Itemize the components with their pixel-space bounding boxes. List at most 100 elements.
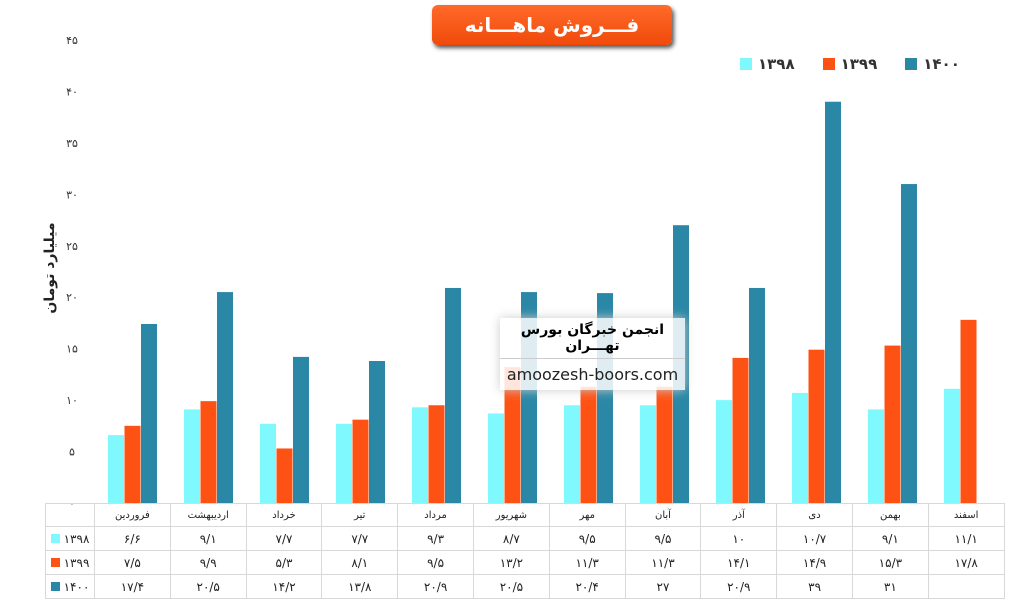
table-header-month: بهمن <box>851 503 929 527</box>
bar <box>749 287 765 503</box>
table-cell <box>927 574 1005 599</box>
table-cell: ۹/۳ <box>397 526 474 551</box>
chart-title: فـــروش ماهـــانه غـــالبر <box>432 5 672 77</box>
legend-swatch <box>822 58 835 70</box>
table-cell: ۷/۵ <box>94 550 171 575</box>
table-header-month: فروردین <box>94 503 171 527</box>
table-cell: ۹/۵ <box>397 550 474 575</box>
table-cell: ۱۱/۳ <box>548 550 626 575</box>
bar <box>217 292 233 503</box>
y-tick-label: ۱۰ <box>66 394 78 407</box>
legend-item: ۱۴۰۰ <box>905 55 960 73</box>
legend-swatch <box>50 581 60 591</box>
bar <box>808 349 825 503</box>
watermark-url: amoozesh-boors.com <box>506 365 679 384</box>
table-header-month: آذر <box>700 503 778 527</box>
table-cell: ۲۰/۹ <box>700 574 778 599</box>
table-series-label: ۱۳۹۸ <box>45 526 95 551</box>
table-cell: ۹/۵ <box>624 526 702 551</box>
bar <box>960 319 977 503</box>
y-tick-label: ۲۰ <box>66 291 78 304</box>
table-row: ۱۳۹۸ ۶/۶ ۹/۱ ۷/۷ ۷/۷ ۹/۳ ۸/۷ ۹/۵ ۹/۵ ۱۰ ۱۰/۷ ۹/۱ ۱۱/… <box>45 526 1005 551</box>
legend-swatch <box>905 58 918 70</box>
legend-label: ۱۴۰۰ <box>923 55 960 73</box>
bar <box>825 101 841 503</box>
table-cell: ۲۰/۹ <box>397 574 474 599</box>
table-cell: ۱۱/۳ <box>624 550 702 575</box>
y-tick-label: ۳۰ <box>66 188 78 201</box>
bar <box>868 409 884 503</box>
table-cell: ۷/۷ <box>245 526 323 551</box>
y-tick-label: ۲۵ <box>66 240 78 253</box>
table-row: ۱۳۹۹ ۷/۵ ۹/۹ ۵/۳ ۸/۱ ۹/۵ ۱۳/۲ ۱۱/۳ ۱۱/۳ ۱۴/۱ ۱۴/۹ ۱… <box>45 550 1005 575</box>
y-tick-label: ۴۰ <box>66 85 78 98</box>
table-cell: ۱۰ <box>700 526 778 551</box>
legend-item: ۱۳۹۸ <box>740 55 795 73</box>
table-cell: ۱۴/۱ <box>700 550 778 575</box>
bar <box>564 405 580 503</box>
table-cell: ۱۴/۹ <box>776 550 853 575</box>
bar <box>276 448 293 503</box>
data-table: فروردین اردیبهشت خرداد تیر مرداد شهریور مهر آبا… <box>45 503 1005 599</box>
bar <box>369 361 385 503</box>
bar <box>184 409 200 503</box>
table-cell: ۹/۱ <box>169 526 247 551</box>
table-cell: ۱۷/۸ <box>927 550 1005 575</box>
table-cell: ۵/۳ <box>245 550 323 575</box>
legend-item: ۱۳۹۹ <box>822 55 878 73</box>
table-cell: ۱۳/۲ <box>472 550 550 575</box>
bar <box>445 287 461 503</box>
bar <box>884 345 901 503</box>
bar <box>141 323 157 503</box>
bar <box>428 405 445 503</box>
table-cell: ۶/۶ <box>94 526 171 551</box>
legend-swatch <box>50 533 60 543</box>
bar <box>640 405 656 503</box>
table-cell: ۱۰/۷ <box>776 526 853 551</box>
table-cell: ۲۰/۴ <box>548 574 626 599</box>
watermark-title: انجمن خبرگان بورس تهـــران <box>500 318 685 359</box>
legend: ۱۳۹۸ ۱۳۹۹ ۱۴۰۰ <box>740 55 960 73</box>
table-header-month: دی <box>776 503 853 527</box>
table-corner <box>45 503 95 527</box>
table-cell: ۳۹ <box>776 574 853 599</box>
legend-swatch <box>50 557 60 567</box>
table-header-month: مهر <box>548 503 626 527</box>
table-cell: ۸/۱ <box>321 550 399 575</box>
bar <box>504 367 521 503</box>
bar <box>944 388 960 503</box>
table-cell: ۱۱/۱ <box>927 526 1005 551</box>
bar <box>260 423 276 503</box>
table-cell: ۹/۵ <box>548 526 626 551</box>
bar <box>732 357 749 503</box>
bar <box>580 386 597 503</box>
bar <box>293 356 309 503</box>
bar <box>901 184 917 504</box>
legend-label: ۱۳۹۸ <box>758 55 795 73</box>
table-cell: ۱۵/۳ <box>851 550 929 575</box>
table-row: ۱۴۰۰ ۱۷/۴ ۲۰/۵ ۱۴/۲ ۱۳/۸ ۲۰/۹ ۲۰/۵ ۲۰/۴ ۲۷ ۲۰/۹ ۳۹… <box>45 574 1005 599</box>
bar <box>488 413 504 503</box>
bar <box>108 435 124 503</box>
table-header-month: خرداد <box>245 503 323 527</box>
bar <box>792 392 808 503</box>
table-cell: ۷/۷ <box>321 526 399 551</box>
bar <box>124 425 141 503</box>
table-cell: ۹/۹ <box>169 550 247 575</box>
table-cell: ۲۰/۵ <box>472 574 550 599</box>
table-header-month: تیر <box>321 503 399 527</box>
table-cell: ۳۱ <box>851 574 929 599</box>
table-series-label: ۱۴۰۰ <box>45 574 95 599</box>
y-tick-label: ۳۵ <box>66 137 78 150</box>
legend-swatch <box>740 58 752 70</box>
table-header-month: اردیبهشت <box>169 503 247 527</box>
legend-label: ۱۳۹۹ <box>840 55 878 73</box>
table-header-month: اسفند <box>927 503 1005 527</box>
table-cell: ۱۷/۴ <box>94 574 171 599</box>
table-cell: ۸/۷ <box>472 526 550 551</box>
table-cell: ۹/۱ <box>851 526 929 551</box>
table-series-label: ۱۳۹۹ <box>45 550 95 575</box>
y-tick-label: ۱۵ <box>66 343 78 356</box>
